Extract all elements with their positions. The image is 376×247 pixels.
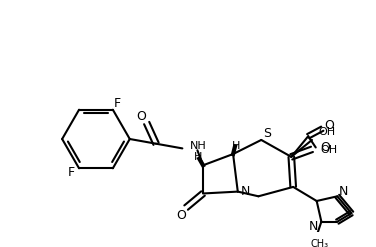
Text: N: N <box>309 220 318 233</box>
Text: OH: OH <box>318 127 335 137</box>
Text: N: N <box>241 185 250 198</box>
Text: CH₃: CH₃ <box>311 239 329 247</box>
Text: F: F <box>114 97 121 110</box>
Text: S: S <box>263 127 271 140</box>
Text: O: O <box>324 119 334 132</box>
Text: H: H <box>194 152 203 162</box>
Text: O: O <box>320 141 330 154</box>
Text: F: F <box>68 166 75 180</box>
Text: O: O <box>136 110 146 123</box>
Text: NH: NH <box>190 141 207 151</box>
Text: O: O <box>176 208 186 222</box>
Text: N: N <box>339 185 349 198</box>
Text: H: H <box>232 141 240 151</box>
Text: OH: OH <box>320 145 337 155</box>
